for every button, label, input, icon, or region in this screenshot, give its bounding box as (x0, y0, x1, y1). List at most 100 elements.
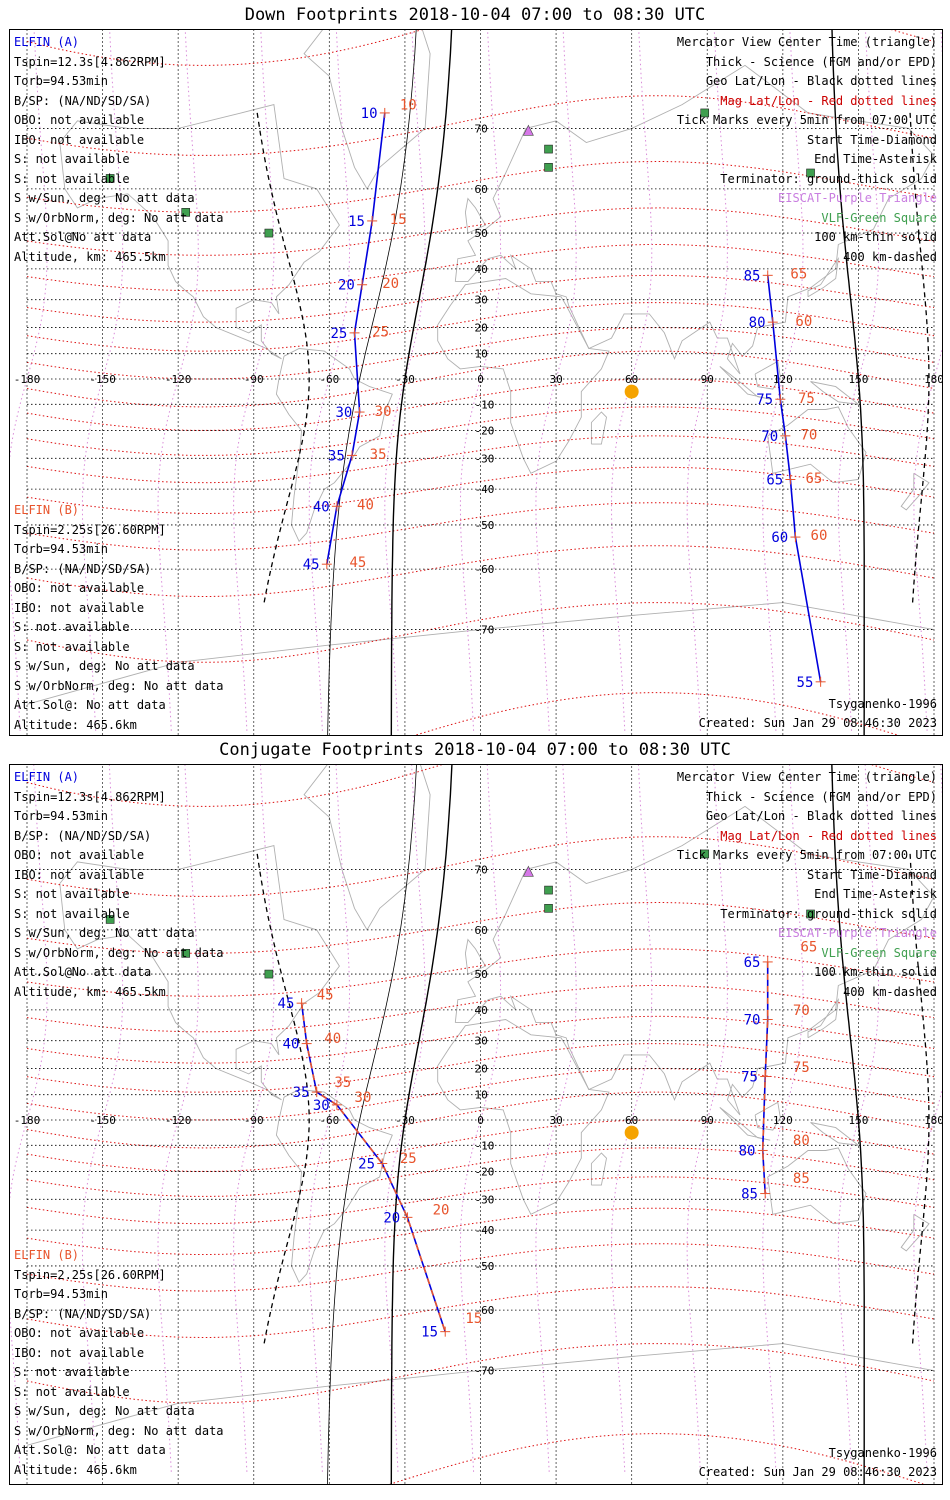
info-line: S w/Sun, deg: No att data (14, 926, 195, 940)
legend-line: Thick - Science (FGM and/or EPD) (705, 789, 937, 804)
info-line: B/SP: (NA/ND/SD/SA) (14, 1306, 152, 1321)
sat-a-time-label: 15 (348, 214, 365, 230)
model-name: Tsyganenko-1996 (828, 697, 937, 711)
sat-b-info: ELFIN (B) Tspin=2.25s[26.60RPM] Torb=94.… (14, 1246, 224, 1480)
lon-tick-label: 180 (924, 1114, 942, 1127)
info-line: IBO: not available (14, 867, 145, 882)
coastline (590, 1152, 607, 1186)
sat-a-info: ELFIN (A) Tspin=12.3s[4.862RPM] Torb=94.… (14, 768, 224, 1002)
lon-tick-label: -120 (165, 373, 192, 386)
legend-line: Mercator View Center Time (triangle) (676, 770, 937, 784)
sat-a-time-label: 45 (278, 996, 295, 1012)
legend-line: Tick Marks every 5min from 07:00 UTC (676, 848, 937, 862)
created-date: Created: Sun Jan 29 08:46:30 2023 (698, 716, 937, 730)
panel-2-title: Conjugate Footprints 2018-10-04 07:00 to… (219, 740, 731, 760)
sat-a-time-label: 70 (761, 429, 778, 445)
info-line: S w/OrbNorm, deg: No att data (14, 945, 224, 960)
legend-line: Geo Lat/Lon - Black dotted lines (705, 809, 937, 823)
sat-a-time-label: 65 (766, 472, 783, 488)
vlf-square-icon (700, 108, 710, 118)
sun-icon (624, 1125, 639, 1140)
info-line: Altitude, km: 465.5km (14, 984, 166, 999)
vlf-square-icon (806, 168, 815, 178)
legend-line: 100 km-thin solid (814, 965, 937, 979)
coastline (59, 845, 340, 1101)
legend-line: End Time-Asterisk (814, 887, 937, 901)
400km-line (256, 112, 310, 603)
lat-tick-label: -20 (475, 424, 495, 437)
lon-tick-label: 0 (477, 1114, 484, 1127)
sat-b-time-label: 25 (400, 1151, 417, 1167)
sat-b-time-label: 25 (372, 325, 389, 341)
eiscat-triangle-icon (522, 124, 534, 136)
sat-b-time-label: 20 (382, 276, 399, 292)
info-line: S: not available (14, 1365, 130, 1379)
lon-tick-label: 120 (773, 373, 793, 386)
lat-tick-label: 10 (475, 1089, 488, 1102)
sat-a-time-label: 30 (335, 405, 352, 421)
lon-tick-label: -120 (165, 1114, 192, 1127)
sat-a-time-label: 25 (330, 326, 347, 342)
info-line: IBO: not available (14, 600, 145, 615)
vlf-square-icon (544, 885, 553, 895)
sat-a-track (326, 112, 386, 565)
geo-grid (26, 765, 935, 1484)
mag-lat-line (26, 836, 935, 897)
lon-tick-label: 30 (549, 373, 562, 386)
100km-line (327, 30, 417, 735)
legend-line: Start Time-Diamond (806, 132, 937, 147)
coastline (59, 104, 340, 360)
satellite-tracks: 10 15 20 25 30 35 40 45 85 80 75 70 65 60 55 10 15 20 25 30… (303, 98, 828, 691)
sat-b-track (761, 961, 769, 1194)
sat-a-time-label: 85 (741, 1187, 758, 1203)
lon-tick-label: 180 (924, 373, 942, 386)
sat-b-time-label: 60 (795, 314, 812, 330)
info-line: Att.Sol@No att data (14, 965, 152, 979)
info-line: IBO: not available (14, 132, 145, 147)
info-line: S: not available (14, 620, 130, 634)
sat-a-time-label: 75 (741, 1070, 758, 1086)
sat-b-time-label: 65 (800, 940, 817, 956)
lat-tick-label: -20 (475, 1165, 495, 1178)
coastline (719, 366, 771, 400)
markers (105, 849, 815, 1140)
sat-b-name: ELFIN (B) (14, 1248, 80, 1262)
vlf-square-icon (544, 904, 553, 913)
lat-tick-label: -10 (475, 398, 495, 411)
legend: Mercator View Center Time (triangle) Thi… (677, 768, 937, 1002)
mag-lat-line (26, 1043, 935, 1093)
sat-a-time-label: 15 (421, 1325, 438, 1341)
sat-a-time-label: 55 (797, 675, 814, 691)
legend: Mercator View Center Time (triangle) Thi… (677, 33, 937, 267)
sat-a-time-label: 35 (293, 1085, 310, 1101)
lat-tick-label: 10 (475, 348, 488, 361)
lat-tick-label: 60 (475, 924, 488, 937)
info-line: OBO: not available (14, 1326, 145, 1340)
markers (105, 108, 815, 399)
legend-line: Tick Marks every 5min from 07:00 UTC (676, 113, 937, 127)
vlf-square-icon (700, 849, 710, 859)
satellite-tracks: 4540353025201565707580854540353025201565… (278, 940, 818, 1341)
100km-line (327, 765, 417, 1484)
info-line: Tspin=12.3s[4.862RPM] (14, 54, 166, 69)
sat-a-name: ELFIN (A) (14, 35, 80, 49)
mag-lat-line (26, 985, 935, 1033)
coastline (590, 411, 607, 445)
mag-lat-line (26, 1015, 935, 1064)
coastline (454, 805, 935, 1116)
coastline (810, 381, 860, 405)
info-line: Torb=94.53min (14, 1287, 108, 1301)
model-name: Tsyganenko-1996 (828, 1446, 937, 1460)
panel-1-title: Down Footprints 2018-10-04 07:00 to 08:3… (244, 5, 706, 25)
sat-b-time-label: 75 (798, 391, 815, 407)
lon-tick-label: 90 (701, 1114, 714, 1127)
info-line: OBO: not available (14, 848, 145, 862)
sat-a-time-label: 45 (303, 557, 320, 573)
lat-tick-label: 40 (475, 1004, 488, 1017)
legend-line: Mag Lat/Lon - Red dotted lines (720, 93, 937, 108)
lat-tick-label: -50 (475, 1260, 495, 1273)
coastline (807, 998, 839, 1039)
sat-a-time-label: 10 (361, 106, 378, 122)
info-line: Tspin=2.25s[26.60RPM] (14, 1267, 166, 1282)
coastline (437, 1019, 610, 1215)
